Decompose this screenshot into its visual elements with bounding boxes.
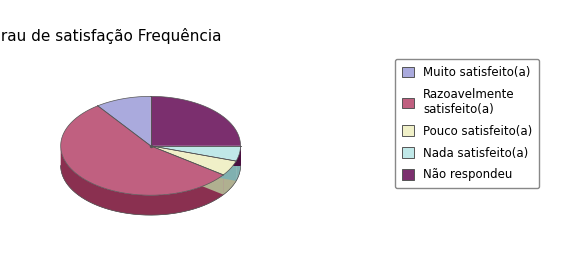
Polygon shape xyxy=(151,146,241,161)
Polygon shape xyxy=(151,146,236,181)
Polygon shape xyxy=(223,161,236,195)
Polygon shape xyxy=(151,146,236,175)
Title: Grau de satisfação Frequência: Grau de satisfação Frequência xyxy=(0,28,222,44)
Polygon shape xyxy=(151,96,241,146)
Polygon shape xyxy=(151,146,223,195)
Polygon shape xyxy=(151,146,241,165)
Polygon shape xyxy=(98,96,151,146)
Polygon shape xyxy=(61,106,223,195)
Legend: Muito satisfeito(a), Razoavelmente
satisfeito(a), Pouco satisfeito(a), Nada sati: Muito satisfeito(a), Razoavelmente satis… xyxy=(395,59,540,188)
Polygon shape xyxy=(151,146,236,181)
Polygon shape xyxy=(236,146,241,181)
Polygon shape xyxy=(61,146,223,215)
Polygon shape xyxy=(151,146,223,195)
Polygon shape xyxy=(151,146,241,165)
